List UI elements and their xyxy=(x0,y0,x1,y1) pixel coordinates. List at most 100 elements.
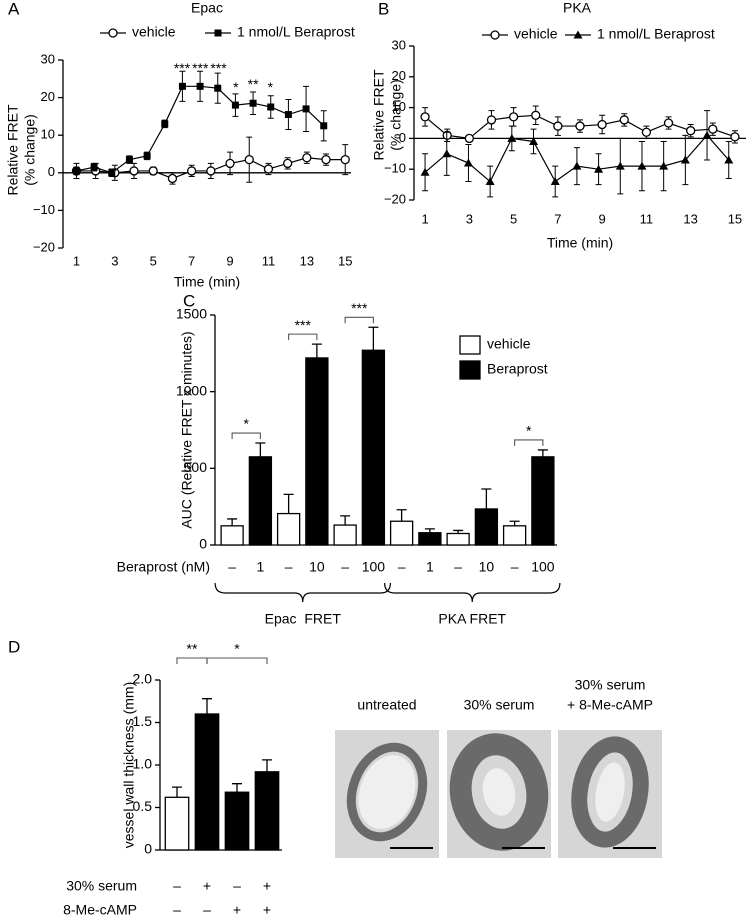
error-bar xyxy=(537,449,548,457)
marker xyxy=(420,112,430,122)
marker xyxy=(320,122,328,130)
x-axis-label: Time (min) xyxy=(174,274,240,290)
marker xyxy=(680,155,690,164)
marker xyxy=(442,149,452,158)
marker xyxy=(708,124,718,134)
x-tick-label: – xyxy=(341,559,349,575)
condition-label: + xyxy=(233,902,241,918)
x-tick-label: 3 xyxy=(111,253,118,268)
error-bar xyxy=(340,515,351,526)
significance-label: ** xyxy=(187,641,198,657)
marker xyxy=(267,103,275,111)
significance-label: * xyxy=(526,423,532,439)
bar xyxy=(220,525,244,546)
significance-label: *** xyxy=(351,300,368,316)
y-tick-label: −20 xyxy=(33,239,55,254)
marker xyxy=(507,133,517,142)
vessel-wall xyxy=(449,733,549,851)
bar xyxy=(531,456,555,546)
y-tick-label: −20 xyxy=(384,191,406,206)
marker xyxy=(594,164,604,173)
marker xyxy=(637,161,647,170)
x-tick-label: 1 xyxy=(421,211,428,226)
x-tick-label: 100 xyxy=(531,559,555,575)
bar xyxy=(389,520,414,546)
condition-label: + xyxy=(203,878,211,894)
vessel-lumen xyxy=(482,768,516,816)
x-tick-label: – xyxy=(398,559,406,575)
error-bar xyxy=(232,783,242,793)
bar xyxy=(502,525,527,546)
error-bar xyxy=(202,698,212,714)
marker xyxy=(284,111,292,119)
legend-swatch xyxy=(459,335,481,355)
y-axis-label: Relative FRET xyxy=(5,104,21,195)
significance-bracket xyxy=(344,316,374,324)
y-axis-label: (% change) xyxy=(22,114,38,186)
y-tick-label: 1.0 xyxy=(133,756,153,772)
marker xyxy=(575,121,585,131)
marker xyxy=(663,118,674,128)
bar xyxy=(333,524,357,546)
marker xyxy=(72,167,80,175)
x-tick-label: 7 xyxy=(188,253,195,268)
marker xyxy=(263,164,274,174)
y-tick-label: 0 xyxy=(199,536,207,552)
x-tick-label: 9 xyxy=(226,253,233,268)
y-tick-label: 1000 xyxy=(176,382,207,398)
group-brace xyxy=(384,582,561,603)
marker xyxy=(615,161,625,170)
x-tick-label: 3 xyxy=(466,211,473,226)
significance-bracket xyxy=(231,432,261,440)
legend-marker xyxy=(108,28,118,38)
x-tick-label: 100 xyxy=(362,559,386,575)
marker xyxy=(143,152,151,160)
y-tick-label: 10 xyxy=(41,127,55,142)
marker xyxy=(231,101,239,109)
bar xyxy=(194,713,220,851)
panel-label: A xyxy=(8,0,20,18)
condition-label: – xyxy=(203,902,211,918)
marker xyxy=(730,132,740,142)
legend-marker xyxy=(490,30,500,40)
condition-label: + xyxy=(263,878,271,894)
group-label: Epac FRET xyxy=(265,611,342,627)
significance-bracket xyxy=(206,657,268,664)
marker xyxy=(463,158,473,167)
x-tick-label: 1 xyxy=(73,253,80,268)
marker xyxy=(249,99,257,107)
condition-name: 8-Me-cAMP xyxy=(63,902,137,918)
micrograph-label: + 8-Me-cAMP xyxy=(567,697,653,713)
marker xyxy=(531,110,541,120)
marker xyxy=(485,177,495,186)
legend-label: vehicle xyxy=(132,24,176,40)
marker xyxy=(724,155,734,164)
y-axis-label: AUC (Relative FRET x minutes) xyxy=(179,331,195,528)
chart-title: PKA xyxy=(563,0,592,16)
x-tick-label: 10 xyxy=(309,559,325,575)
marker xyxy=(529,136,539,145)
condition-label: – xyxy=(173,902,181,918)
vessel-lumen xyxy=(595,762,625,822)
bar xyxy=(164,796,190,851)
bar xyxy=(248,456,273,546)
legend-label: 1 nmol/L Beraprost xyxy=(237,24,355,40)
marker xyxy=(508,112,519,122)
bar xyxy=(276,512,301,546)
y-tick-label: −10 xyxy=(384,161,406,176)
x-tick-label: 15 xyxy=(338,253,352,268)
marker xyxy=(597,119,607,130)
marker xyxy=(196,82,204,90)
error-bar xyxy=(262,759,272,772)
annotation: *** xyxy=(174,60,191,76)
marker xyxy=(225,158,235,169)
micrograph-label: 30% serum xyxy=(575,677,646,693)
annotation: *** xyxy=(210,60,227,76)
error-bar xyxy=(255,442,266,457)
marker xyxy=(214,84,222,92)
marker xyxy=(302,105,310,113)
error-bar xyxy=(283,493,294,514)
legend-marker xyxy=(214,29,222,37)
